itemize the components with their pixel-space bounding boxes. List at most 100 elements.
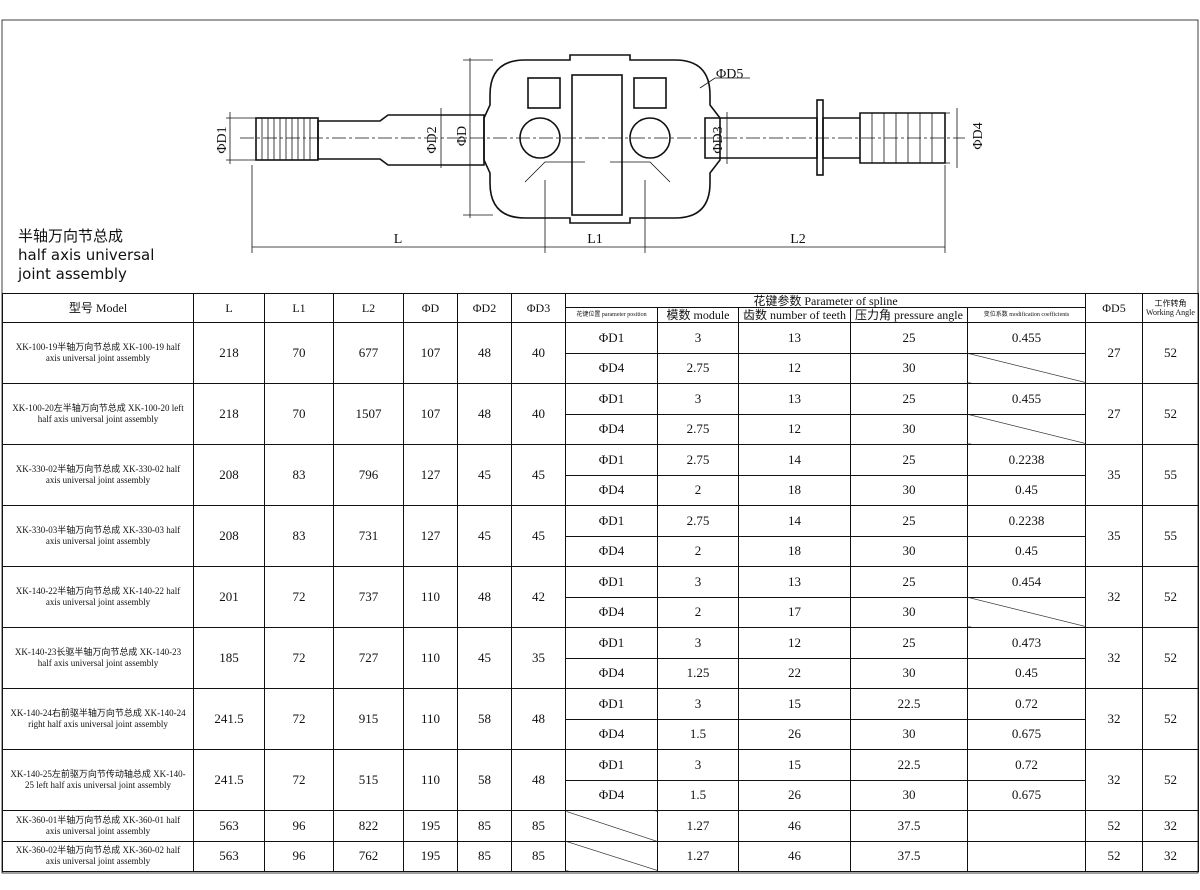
cell: 52 <box>1142 383 1199 445</box>
cell: 0.45 <box>967 474 1086 506</box>
table-row: XK-330-02半轴万向节总成 XK-330-02 half axis uni… <box>2 444 1199 506</box>
cell: 72 <box>264 749 334 811</box>
cell: 1.5 <box>657 779 739 811</box>
cell: 3 <box>657 566 739 598</box>
cell: 13 <box>738 322 851 354</box>
cell: 37.5 <box>850 810 968 842</box>
cell: 0.455 <box>967 383 1086 415</box>
column-header: 齿数 number of teeth <box>738 307 851 323</box>
cell: 58 <box>457 688 512 750</box>
cell: 3 <box>657 322 739 354</box>
model-cell: XK-140-23长驱半轴万向节总成 XK-140-23 half axis u… <box>2 627 194 689</box>
cell: 195 <box>403 810 458 842</box>
cell: ΦD4 <box>565 474 658 506</box>
cell: 25 <box>850 566 968 598</box>
cell: 0.72 <box>967 749 1086 781</box>
cell: 2.75 <box>657 444 739 476</box>
model-cell: XK-140-25左前驱万向节传动轴总成 XK-140-25 left half… <box>2 749 194 811</box>
model-cell: XK-140-22半轴万向节总成 XK-140-22 half axis uni… <box>2 566 194 628</box>
cell: 72 <box>264 566 334 628</box>
cell: 48 <box>511 688 566 750</box>
dim-label: ΦD5 <box>716 67 743 82</box>
dim-label: ΦD4 <box>971 122 986 149</box>
cell: 218 <box>193 322 265 384</box>
cell: 40 <box>511 322 566 384</box>
column-header: ΦD3 <box>511 293 566 323</box>
cell: 52 <box>1142 749 1199 811</box>
cell: 22 <box>738 657 851 689</box>
cell: 40 <box>511 383 566 445</box>
cell: 15 <box>738 688 851 720</box>
cell: 83 <box>264 444 334 506</box>
table-row: ΦD4 2 17 30 <box>3 596 1199 628</box>
cell: ΦD4 <box>565 413 658 445</box>
cell: 127 <box>403 505 458 567</box>
cell: 110 <box>403 566 458 628</box>
cell: 35 <box>511 627 566 689</box>
header-line: Working Angle <box>1146 308 1195 317</box>
cell: 0.454 <box>967 566 1086 598</box>
cell: ΦD1 <box>565 749 658 781</box>
shaft-outline <box>240 54 965 224</box>
cell: 30 <box>850 718 968 750</box>
column-header: L1 <box>264 293 334 323</box>
cell: 201 <box>193 566 265 628</box>
cell: 55 <box>1142 444 1199 506</box>
cell: 48 <box>457 322 512 384</box>
cell: 52 <box>1085 840 1143 872</box>
dim-label: ΦD2 <box>425 126 440 153</box>
header-line: 工作转角 <box>1154 299 1187 308</box>
cell: 515 <box>333 749 404 811</box>
cell: 22.5 <box>850 688 968 720</box>
cell: 2 <box>657 596 739 628</box>
empty-cell <box>565 840 658 872</box>
header-row: 型号 Model L L1 L2 ΦD ΦD2 ΦD3 花键参数 Parameter of s… <box>2 293 1199 323</box>
cell: 0.45 <box>967 535 1086 567</box>
table-row: ΦD4 2.75 12 30 <box>3 352 1199 384</box>
cell: ΦD1 <box>565 444 658 476</box>
cell: 0.72 <box>967 688 1086 720</box>
cell: ΦD4 <box>565 657 658 689</box>
column-header: ΦD2 <box>457 293 512 323</box>
cell: 107 <box>403 322 458 384</box>
cell: 70 <box>264 383 334 445</box>
spec-table: 型号 Model L L1 L2 ΦD ΦD2 ΦD3 花键参数 Parameter of s… <box>2 293 1199 872</box>
cell: 70 <box>264 322 334 384</box>
cell: 2.75 <box>657 413 739 445</box>
cell: 0.473 <box>967 627 1086 659</box>
dim-label: L2 <box>790 232 806 247</box>
column-header: L2 <box>333 293 404 323</box>
empty-cell <box>967 413 1086 445</box>
cell: ΦD4 <box>565 352 658 384</box>
cell: 0.455 <box>967 322 1086 354</box>
cell: 27 <box>1085 322 1143 384</box>
cell: 13 <box>738 383 851 415</box>
cell: 26 <box>738 779 851 811</box>
dim-label: ΦD1 <box>215 126 230 153</box>
cell: 218 <box>193 383 265 445</box>
title: half axis universal <box>18 246 154 264</box>
cell: 30 <box>850 535 968 567</box>
cell: 52 <box>1142 322 1199 384</box>
cell: 35 <box>1085 444 1143 506</box>
cell: 85 <box>457 810 512 842</box>
cell: ΦD4 <box>565 779 658 811</box>
cell: 17 <box>738 596 851 628</box>
cell: 48 <box>457 383 512 445</box>
table-row: XK-140-24右前驱半轴万向节总成 XK-140-24 right half… <box>2 688 1199 750</box>
dim-label: L1 <box>587 232 603 247</box>
cell: 796 <box>333 444 404 506</box>
cell: 3 <box>657 749 739 781</box>
cell: 0.675 <box>967 718 1086 750</box>
model-cell: XK-360-02半轴万向节总成 XK-360-02 half axis uni… <box>2 840 194 872</box>
cell: 1.5 <box>657 718 739 750</box>
cell: ΦD1 <box>565 627 658 659</box>
cell: 25 <box>850 505 968 537</box>
column-header: 压力角 pressure angle <box>850 307 968 323</box>
cell: 25 <box>850 322 968 354</box>
cell: 195 <box>403 840 458 872</box>
cell: 185 <box>193 627 265 689</box>
column-header: 工作转角 Working Angle <box>1142 293 1199 323</box>
cell: 3 <box>657 383 739 415</box>
column-header: ΦD5 <box>1085 293 1143 323</box>
